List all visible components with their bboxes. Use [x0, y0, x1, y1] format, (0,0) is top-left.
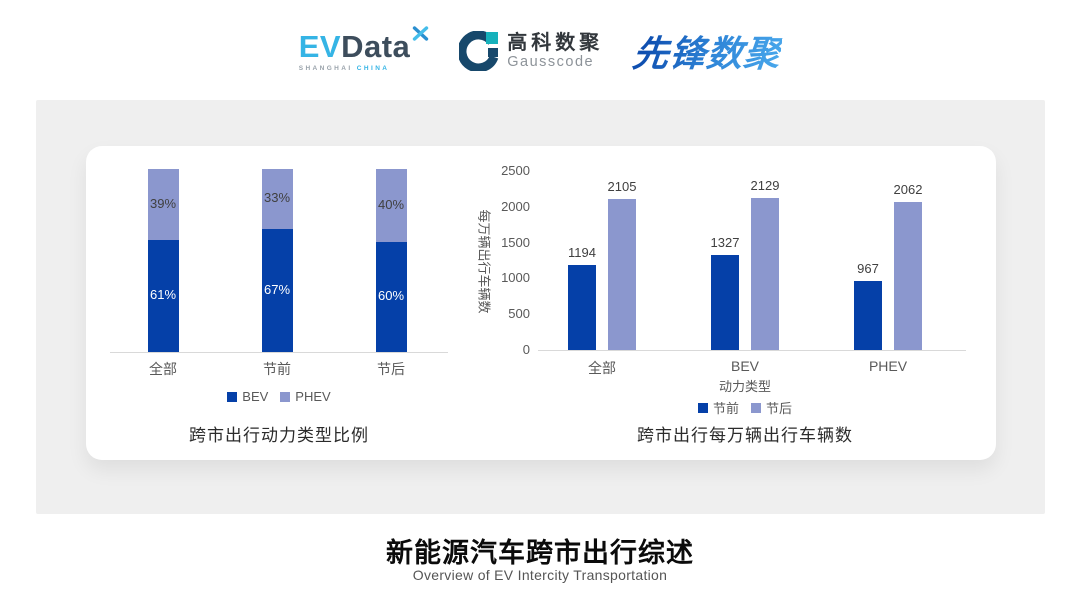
page-subtitle: Overview of EV Intercity Transportation [412, 567, 668, 583]
y-tick-label: 500 [508, 306, 530, 322]
segment-value-label: 67% [263, 281, 291, 297]
legend-label: 节后 [766, 401, 793, 416]
charts-card: 39% 61% 全部 33% 67% 节前 40% 60% 节后 BEV PHEV 跨市出行动力类型比… [86, 146, 996, 460]
x-axis-title: 动力类型 [718, 379, 771, 394]
legend-item: 节后 [751, 398, 792, 417]
bar-value-label: 2062 [893, 182, 923, 197]
segment-value-label: 40% [377, 196, 405, 212]
stacked-bar-bottom-segment [147, 240, 179, 352]
segment-value-label: 60% [377, 288, 405, 303]
logo-bar: EV Data SHANGHAI CHINA 高科数聚 Gausscode [0, 20, 1080, 82]
x-tick-label: PHEV [868, 358, 908, 374]
segment-value-label: 39% [149, 195, 177, 211]
bar-value-label: 967 [857, 261, 879, 276]
chart-title: 跨市出行动力类型比例 [189, 426, 369, 445]
evdata-x-star-icon [413, 25, 429, 41]
gausscode-logo: 高科数聚 Gausscode [459, 31, 603, 71]
legend-swatch-icon [697, 402, 708, 413]
evdata-ev-text: EV [298, 28, 342, 64]
evdata-subtitle: SHANGHAI CHINA [299, 65, 430, 72]
bar-value-label: 2105 [607, 179, 637, 194]
grouped-bar [894, 202, 922, 350]
legend-item: BEV [227, 389, 268, 404]
grouped-bar [751, 198, 779, 350]
x-axis-line [110, 352, 448, 353]
page-title: 新能源汽车跨市出行综述 [386, 538, 694, 568]
evdata-logo: EV Data SHANGHAI CHINA [298, 25, 430, 72]
chart-legend: 节前 节后 [615, 398, 875, 417]
evdata-wordmark: EV Data [298, 25, 430, 64]
segment-value-label: 33% [263, 190, 291, 205]
legend-label: BEV [242, 389, 269, 404]
chart-legend: BEV PHEV [149, 389, 409, 404]
grouped-bar [568, 265, 596, 350]
x-tick-label: BEV [730, 358, 759, 374]
legend-label: PHEV [295, 389, 331, 404]
segment-value-label: 61% [149, 287, 177, 302]
y-axis-title: 每万辆出行车辆数 [476, 209, 492, 314]
legend-item: PHEV [280, 389, 331, 404]
grouped-bar [711, 255, 739, 350]
y-tick-label: 1500 [501, 234, 530, 250]
evdata-shanghai-text: SHANGHAI [298, 64, 353, 72]
y-tick-label: 0 [522, 342, 530, 357]
grouped-bar [608, 199, 636, 350]
pioneer-logo: 先锋数聚 [631, 25, 784, 77]
x-tick-label: 节后 [377, 361, 405, 377]
bar-value-label: 1194 [568, 245, 596, 260]
evdata-china-text: CHINA [356, 64, 390, 72]
chart-title: 跨市出行每万辆出行车辆数 [637, 426, 853, 445]
x-tick-label: 节前 [263, 361, 291, 377]
y-tick-label: 1000 [501, 270, 530, 286]
gausscode-cn-text: 高科数聚 [507, 31, 604, 54]
x-tick-label: 全部 [588, 360, 616, 376]
x-tick-label: 全部 [149, 361, 177, 377]
bar-value-label: 1327 [710, 235, 740, 250]
bar-value-label: 2129 [750, 178, 780, 193]
legend-swatch-icon [227, 391, 238, 402]
legend-item: 节前 [697, 398, 739, 417]
legend-swatch-icon [751, 402, 761, 413]
legend-label: 节前 [712, 401, 739, 416]
evdata-data-text: Data [341, 28, 411, 64]
gausscode-en-text: Gausscode [507, 53, 595, 70]
stacked-bar-top-segment [147, 169, 179, 240]
gausscode-text: 高科数聚 Gausscode [507, 32, 603, 71]
y-tick-label: 2000 [501, 198, 530, 214]
stacked-bar-bottom-segment [261, 229, 293, 352]
stacked-bar-top-segment [261, 169, 293, 229]
gausscode-g-icon [459, 31, 499, 71]
x-axis-line [538, 350, 966, 351]
legend-swatch-icon [280, 391, 291, 402]
stacked-bar-bottom-segment [375, 242, 407, 352]
grouped-bar [854, 281, 882, 350]
y-tick-label: 2500 [501, 163, 530, 178]
stacked-bar-top-segment [375, 169, 407, 242]
